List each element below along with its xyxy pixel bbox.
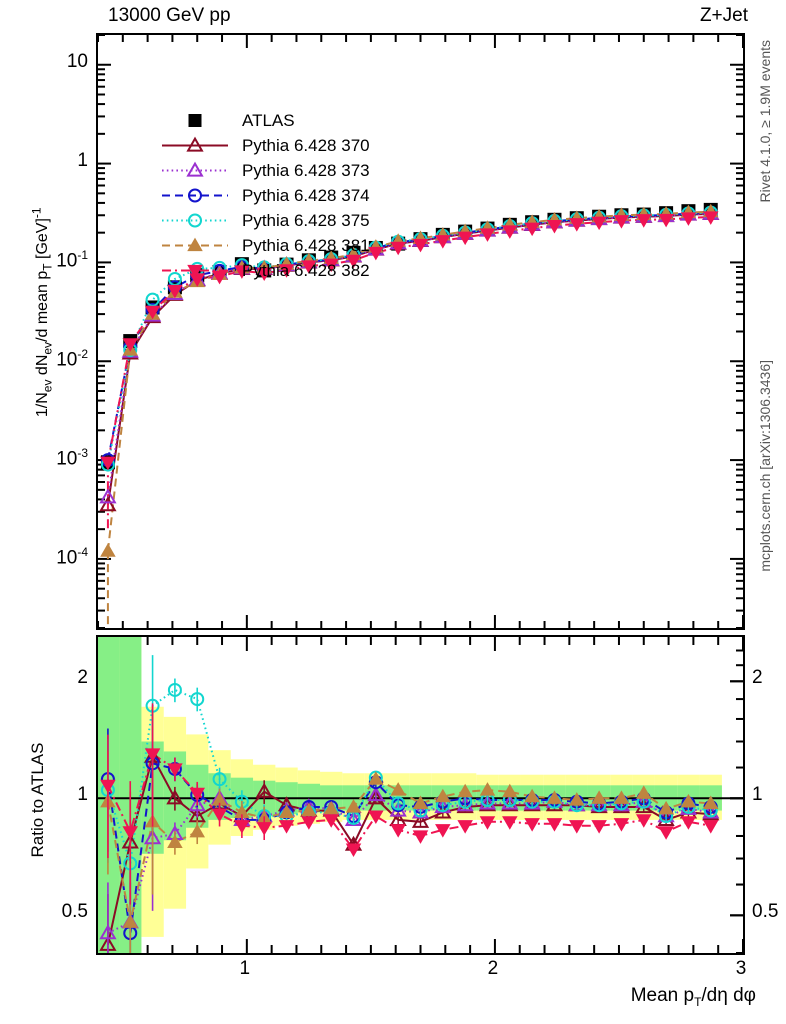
legend-item-pythia-6-428-374: Pythia 6.428 374 (158, 183, 370, 208)
header-process: Z+Jet (699, 5, 748, 26)
legend-key-icon (158, 258, 232, 283)
ratio-y-tick-label: 2 (77, 667, 88, 689)
legend-key-icon (158, 133, 232, 158)
main-y-tick-label: 1 (77, 149, 88, 171)
legend-key-icon (158, 158, 232, 183)
legend-key-icon (158, 208, 232, 233)
legend-item-label: Pythia 6.428 370 (242, 135, 370, 155)
x-tick-label: 2 (487, 958, 499, 979)
ratio-plot-canvas (98, 637, 743, 953)
legend: ATLAS Pythia 6.428 370 Pythia 6.428 373 Pyt… (158, 108, 370, 283)
legend-key-icon (158, 108, 232, 133)
ratio-y-tick-label-right: 1 (752, 784, 763, 806)
rivet-version-note: Rivet 4.1.0, ≥ 1.9M events (757, 40, 773, 203)
legend-item-label: Pythia 6.428 374 (242, 185, 370, 205)
legend-item-pythia-6-428-375: Pythia 6.428 375 (158, 208, 370, 233)
legend-item-label: Pythia 6.428 375 (242, 210, 370, 230)
header-beam-energy: 13000 GeV pp (108, 5, 231, 26)
x-tick-label: 1 (239, 958, 251, 979)
legend-item-label: Pythia 6.428 373 (242, 160, 370, 180)
main-y-tick-label: 10-2 (56, 347, 88, 371)
x-tick-label: 3 (735, 958, 747, 979)
legend-item-pythia-6-428-382: Pythia 6.428 382 (158, 258, 370, 283)
main-y-tick-label: 10 (66, 50, 88, 72)
main-y-tick-label: 10-3 (56, 446, 88, 470)
legend-item-atlas: ATLAS (158, 108, 370, 133)
ratio-y-tick-label: 0.5 (61, 901, 88, 923)
main-y-tick-label: 10-4 (56, 544, 88, 569)
legend-item-label: Pythia 6.428 381 (242, 235, 370, 255)
ratio-y-tick-label-right: 2 (752, 667, 763, 689)
ratio-y-tick-label: 1 (77, 784, 88, 806)
legend-item-pythia-6-428-381: Pythia 6.428 381 (158, 233, 370, 258)
legend-item-pythia-6-428-373: Pythia 6.428 373 (158, 158, 370, 183)
mcplots-reference-note: mcplots.cern.ch [arXiv:1306.3436] (757, 360, 773, 572)
legend-item-label: ATLAS (242, 110, 295, 130)
legend-key-icon (158, 233, 232, 258)
legend-key-icon (158, 183, 232, 208)
ratio-y-tick-label-right: 0.5 (752, 901, 779, 923)
ratio-plot-panel (96, 635, 745, 955)
legend-item-label: Pythia 6.428 382 (242, 260, 370, 280)
x-axis-label: Mean pT/dη dφ (630, 985, 756, 1009)
main-y-tick-label: 10-1 (56, 248, 88, 272)
legend-item-pythia-6-428-370: Pythia 6.428 370 (158, 133, 370, 158)
